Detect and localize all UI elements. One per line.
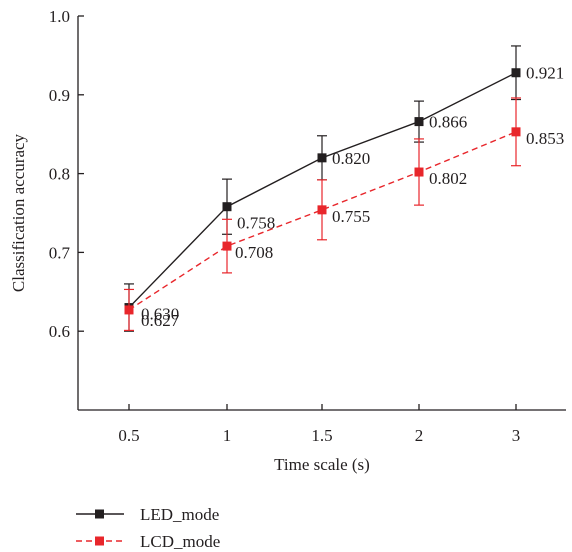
data-point-marker <box>511 127 521 137</box>
y-ticks: 0.6 0.7 0.8 0.9 1.0 <box>49 7 84 341</box>
x-axis-title: Time scale (s) <box>274 455 370 474</box>
data-point-marker <box>222 241 232 251</box>
legend-item-LED_mode: LED_mode <box>76 505 219 524</box>
y-tick-label: 0.6 <box>49 322 70 341</box>
legend-marker <box>95 536 104 546</box>
data-label: 0.853 <box>526 129 564 148</box>
series-LCD_mode: 0.627 0.708 0.755 0.802 0.853 <box>124 97 564 332</box>
y-tick-label: 0.7 <box>49 243 71 262</box>
x-ticks: 0.5 1 1.5 2 3 <box>118 404 520 445</box>
data-label: 0.802 <box>429 169 467 188</box>
data-label: 0.758 <box>237 214 275 233</box>
data-label: 0.755 <box>332 207 370 226</box>
data-label: 0.866 <box>429 113 467 132</box>
legend-label: LED_mode <box>140 505 219 524</box>
series-LED_mode: 0.630 0.758 0.820 0.866 0.921 <box>124 45 564 332</box>
x-tick-label: 1 <box>223 426 232 445</box>
y-tick-label: 0.9 <box>49 86 70 105</box>
x-tick-label: 2 <box>415 426 424 445</box>
data-point-marker <box>414 117 424 127</box>
data-label: 0.921 <box>526 64 564 83</box>
data-label: 0.708 <box>235 243 273 262</box>
x-tick-label: 3 <box>512 426 521 445</box>
data-point-marker <box>317 205 327 215</box>
y-tick-label: 1.0 <box>49 7 70 26</box>
legend-marker <box>95 509 104 519</box>
y-tick-label: 0.8 <box>49 165 70 184</box>
data-point-marker <box>317 153 327 163</box>
plot-area: 0.630 0.758 0.820 0.866 0.921 0.627 0.708 0.755… <box>124 45 564 332</box>
x-tick-label: 1.5 <box>311 426 332 445</box>
data-label: 0.630 <box>141 305 179 324</box>
y-axis-title: Classification accuracy <box>9 133 28 292</box>
data-point-marker <box>124 305 134 315</box>
legend-label: LCD_mode <box>140 532 220 551</box>
legend: LED_mode LCD_mode <box>76 505 220 551</box>
data-point-marker <box>222 202 232 212</box>
x-tick-label: 0.5 <box>118 426 139 445</box>
data-point-marker <box>414 167 424 177</box>
legend-item-LCD_mode: LCD_mode <box>76 532 220 551</box>
data-label: 0.820 <box>332 149 370 168</box>
data-label: 0.627 <box>141 311 180 330</box>
data-point-marker <box>511 68 521 78</box>
